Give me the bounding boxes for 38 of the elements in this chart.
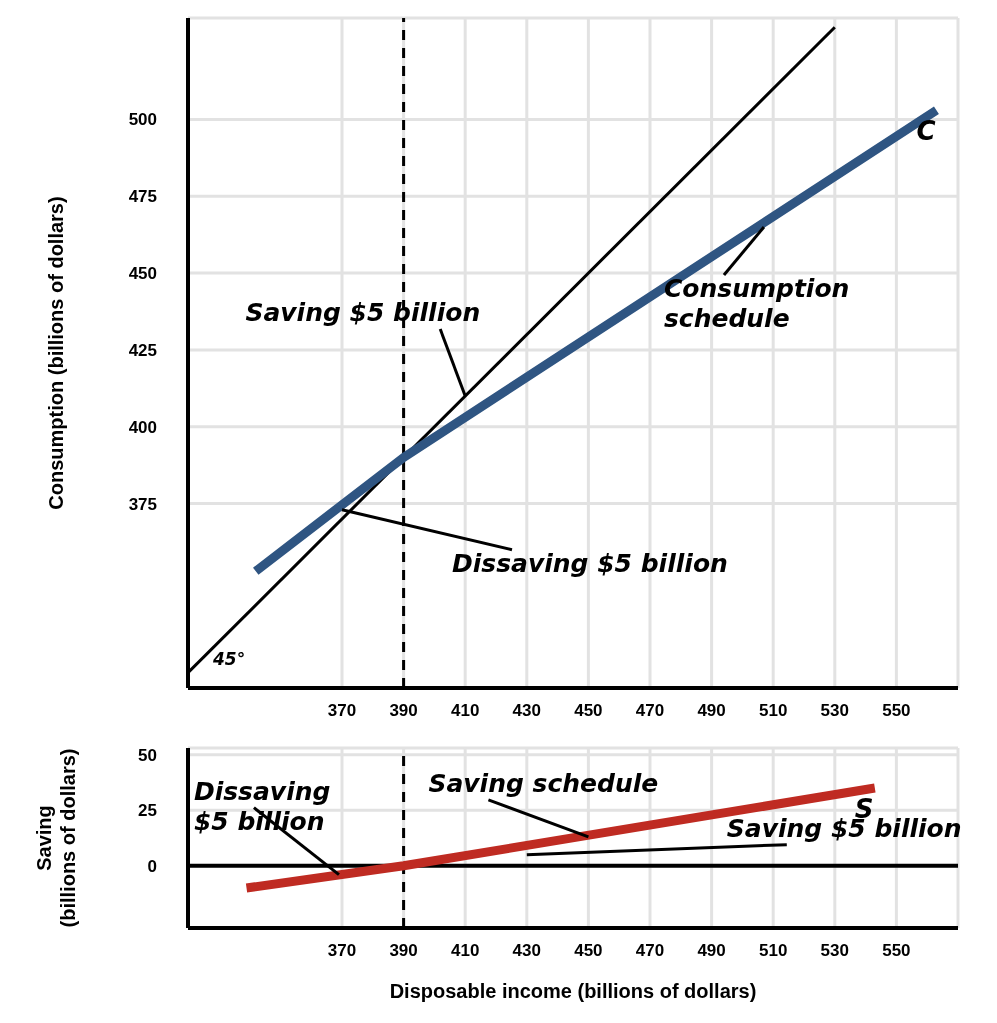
y-tick-label: 50 (138, 745, 157, 765)
annotation: Saving $5 billion (245, 298, 481, 328)
x-tick-label: 390 (389, 941, 418, 961)
x-tick-label: 550 (882, 701, 911, 721)
x-tick-label: 510 (759, 701, 788, 721)
y-tick-label: 400 (128, 417, 157, 437)
x-tick-label: 410 (451, 701, 480, 721)
y-axis-title: Consumption (billions of dollars) (45, 196, 67, 510)
y-tick-label: 500 (128, 110, 157, 130)
x-tick-label: 510 (759, 941, 788, 961)
annotation: Dissaving $5 billion (452, 548, 728, 578)
x-tick-label: 370 (327, 701, 357, 721)
y-tick-label: 0 (147, 856, 157, 876)
y-tick-label: 450 (128, 264, 157, 284)
y-tick-label: 375 (128, 494, 157, 514)
y-tick-label: 425 (128, 340, 157, 360)
x-tick-label: 490 (697, 941, 726, 961)
x-tick-label: 430 (512, 701, 541, 721)
x-tick-label: 530 (820, 701, 849, 721)
x-tick-label: 470 (635, 941, 665, 961)
x-axis-title: Disposable income (billions of dollars) (389, 980, 757, 1002)
x-tick-label: 430 (512, 941, 541, 961)
series-label: C (916, 116, 936, 147)
x-tick-label: 550 (882, 941, 911, 961)
x-tick-label: 530 (820, 941, 849, 961)
x-tick-label: 450 (574, 941, 603, 961)
x-tick-label: 370 (327, 941, 357, 961)
y-axis-title: Saving (billions of dollars) (33, 748, 79, 928)
y-tick-label: 475 (128, 187, 157, 207)
x-tick-label: 490 (697, 701, 726, 721)
x-tick-label: 470 (635, 701, 665, 721)
annotation: Consumption schedule (663, 273, 850, 333)
x-tick-label: 390 (389, 701, 418, 721)
y-tick-label: 25 (138, 801, 157, 821)
annotation: 45° (212, 648, 246, 669)
x-tick-label: 410 (451, 941, 480, 961)
x-tick-label: 450 (574, 701, 603, 721)
annotation: Saving schedule (428, 768, 659, 798)
